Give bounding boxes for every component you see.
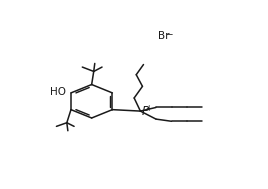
Text: HO: HO bbox=[50, 87, 66, 97]
Text: P: P bbox=[141, 105, 148, 118]
Text: +: + bbox=[145, 104, 151, 113]
Text: Br: Br bbox=[158, 31, 170, 41]
Text: −: − bbox=[165, 29, 172, 38]
